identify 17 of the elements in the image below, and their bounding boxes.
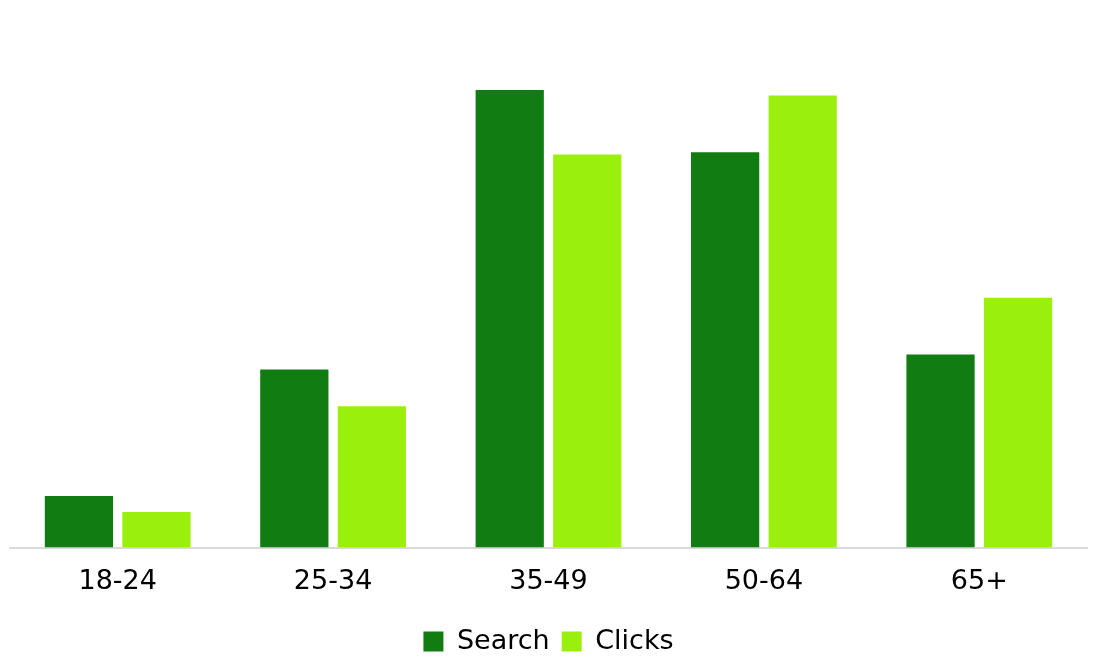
bar: [553, 154, 622, 548]
x-tick-label: 65+: [950, 563, 1008, 595]
bar: [475, 90, 544, 548]
bar: [337, 406, 406, 548]
bar: [260, 369, 329, 548]
legend-label: Search: [456, 623, 550, 655]
bar: [768, 95, 837, 548]
bar: [691, 152, 760, 548]
bar: [122, 511, 191, 548]
x-tick-label: 50-64: [724, 563, 804, 595]
bar: [906, 354, 975, 548]
x-tick-label: 35-49: [509, 563, 588, 595]
x-tick-label: 18-24: [78, 563, 157, 595]
x-tick-label: 25-34: [293, 563, 373, 595]
bar: [983, 297, 1053, 548]
bar: [44, 495, 114, 548]
legend-label: Clicks: [595, 623, 674, 655]
